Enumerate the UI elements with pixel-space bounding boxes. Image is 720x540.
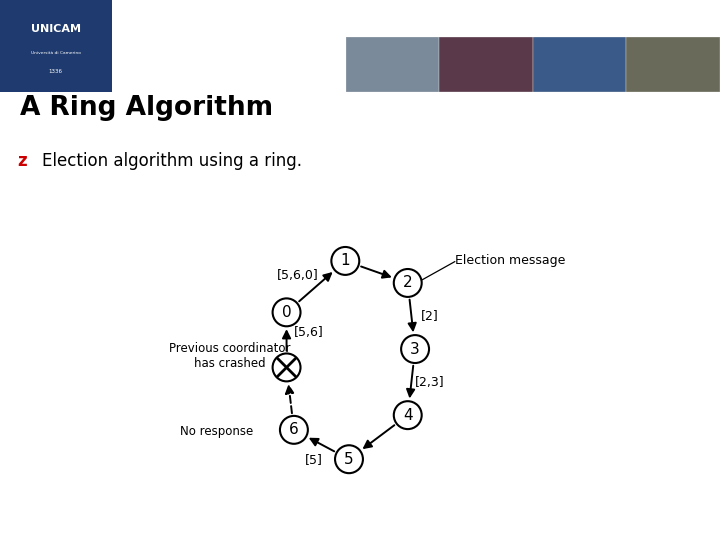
Text: Election message: Election message bbox=[456, 254, 566, 267]
FancyBboxPatch shape bbox=[346, 37, 439, 92]
Text: [5]: [5] bbox=[305, 453, 323, 465]
Text: [5,6,0]: [5,6,0] bbox=[276, 269, 318, 282]
Circle shape bbox=[401, 335, 429, 363]
Text: 5: 5 bbox=[344, 452, 354, 467]
Circle shape bbox=[273, 354, 300, 381]
Text: No response: No response bbox=[180, 425, 253, 438]
Text: [2,3]: [2,3] bbox=[415, 376, 444, 389]
FancyBboxPatch shape bbox=[626, 37, 720, 92]
Circle shape bbox=[280, 416, 308, 444]
Text: z: z bbox=[17, 152, 27, 171]
Circle shape bbox=[394, 401, 422, 429]
FancyBboxPatch shape bbox=[439, 37, 533, 92]
Text: [5,6]: [5,6] bbox=[294, 326, 323, 339]
Text: 0: 0 bbox=[282, 305, 292, 320]
Text: 4: 4 bbox=[403, 408, 413, 423]
Circle shape bbox=[335, 446, 363, 473]
FancyBboxPatch shape bbox=[533, 37, 626, 92]
Circle shape bbox=[273, 299, 300, 326]
Text: Università di Camerino: Università di Camerino bbox=[31, 51, 81, 55]
Text: Previous coordinator
has crashed: Previous coordinator has crashed bbox=[169, 342, 290, 370]
FancyBboxPatch shape bbox=[0, 0, 112, 92]
Text: Election algorithm using a ring.: Election algorithm using a ring. bbox=[42, 152, 302, 171]
Circle shape bbox=[394, 269, 422, 297]
Text: Università di Camerino: Università di Camerino bbox=[165, 23, 397, 41]
Text: UNICAM: UNICAM bbox=[31, 24, 81, 35]
Circle shape bbox=[331, 247, 359, 275]
Text: [2]: [2] bbox=[421, 309, 438, 322]
Text: 2: 2 bbox=[403, 275, 413, 291]
Text: A Ring Algorithm: A Ring Algorithm bbox=[20, 95, 274, 121]
Text: 3: 3 bbox=[410, 342, 420, 356]
Text: 1: 1 bbox=[341, 253, 350, 268]
Text: 1336: 1336 bbox=[49, 69, 63, 74]
Text: 6: 6 bbox=[289, 422, 299, 437]
